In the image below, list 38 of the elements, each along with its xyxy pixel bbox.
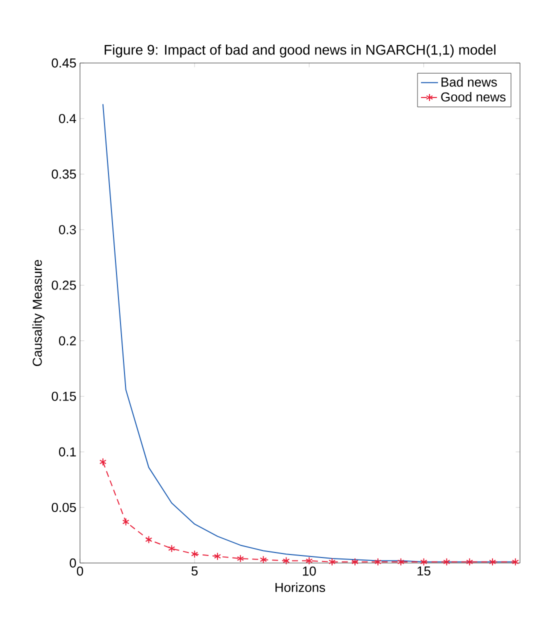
point (168, 544, 176, 553)
point (145, 536, 152, 544)
chart-title: Figure 9: Impact of bad and good news in NGARCH(1,1) model (104, 44, 496, 58)
point (214, 552, 222, 560)
point (99, 458, 106, 466)
legend-label: Bad news (442, 77, 497, 87)
y-tick-label: 0.15 (52, 392, 76, 401)
y-tick-label: 0.3 (58, 225, 76, 234)
x-tick-label: 5 (192, 566, 198, 576)
point (466, 558, 474, 566)
point (282, 556, 290, 565)
point (328, 558, 336, 566)
y-tick-label: 0 (70, 558, 76, 568)
y-tick-label: 0.05 (52, 502, 76, 512)
point (512, 558, 519, 566)
x-tick-label: 0 (76, 566, 84, 576)
y-axis-title: Causality Measure (32, 260, 44, 366)
x-axis-title: Horizons (276, 582, 326, 592)
point (191, 550, 198, 558)
y-tick-label: 0.25 (52, 280, 76, 290)
x-tick-label: 10 (302, 566, 316, 576)
y-tick-label: 0.2 (58, 336, 76, 346)
point (236, 554, 244, 563)
legend-label: Good news (441, 92, 506, 102)
point (260, 556, 267, 564)
point (397, 558, 404, 566)
point (374, 558, 382, 566)
y-tick-label: 0.45 (52, 58, 76, 68)
point (420, 558, 428, 566)
x-tick-label: 15 (418, 566, 430, 576)
y-tick-label: 0.4 (58, 114, 76, 124)
point (122, 518, 130, 526)
y-tick-label: 0.1 (58, 447, 76, 456)
point (306, 556, 313, 565)
point (351, 558, 359, 566)
y-tick-label: 0.35 (52, 170, 76, 179)
point (443, 558, 450, 566)
point (488, 558, 496, 566)
